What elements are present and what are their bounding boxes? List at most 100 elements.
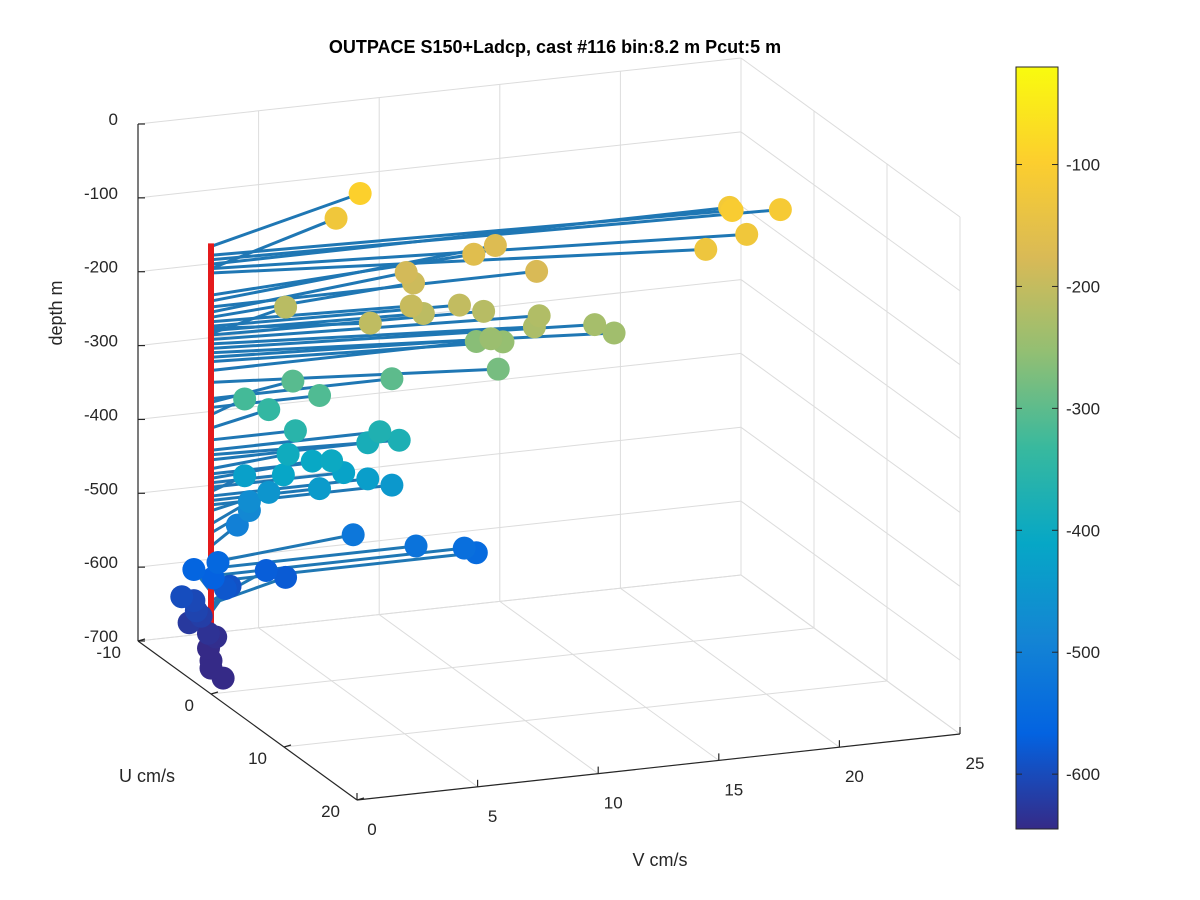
velocity-marker: [257, 480, 281, 504]
velocity-marker: [472, 299, 496, 323]
colorbar-gradient: [1015, 66, 1059, 830]
velocity-marker: [281, 369, 305, 393]
velocity-stick: [210, 546, 465, 578]
velocity-marker: [720, 198, 744, 222]
velocity-stick: [210, 459, 313, 480]
colorbar: -100 -200 -300 -400 -500 -600: [1015, 66, 1100, 830]
velocity-marker: [257, 398, 281, 422]
x-tick-mark: [283, 744, 292, 748]
y-axis-label: V cm/s: [632, 850, 687, 870]
velocity-marker: [341, 523, 365, 547]
velocity-marker: [276, 442, 300, 466]
velocity-marker: [182, 558, 206, 582]
velocity-stick: [210, 339, 477, 372]
velocity-marker: [320, 449, 344, 473]
z-tick-label: -700: [84, 627, 118, 646]
y-tick-label: 0: [367, 820, 376, 839]
velocity-marker: [254, 559, 278, 582]
velocity-stick: [210, 533, 354, 565]
grid-line: [137, 57, 742, 125]
z-tick-label: -100: [84, 184, 118, 203]
velocity-marker: [233, 464, 257, 488]
colorbar-tick-label: -500: [1066, 643, 1100, 662]
velocity-marker: [348, 182, 372, 206]
velocity-marker: [308, 384, 332, 408]
velocity-marker: [324, 206, 348, 230]
colorbar-tick-label: -300: [1066, 399, 1100, 418]
x-axis-label: U cm/s: [119, 766, 175, 786]
grid-line: [137, 279, 742, 347]
velocity-marker: [394, 260, 418, 284]
velocity-marker: [694, 237, 718, 261]
velocity-marker: [479, 327, 503, 351]
chart-title: OUTPACE S150+Ladcp, cast #116 bin:8.2 m …: [329, 37, 781, 57]
x-tick-mark: [356, 797, 365, 801]
grid-line: [740, 574, 961, 735]
velocity-marker: [237, 490, 261, 514]
x-tick-label: 20: [321, 802, 340, 821]
z-tick-label: -600: [84, 553, 118, 572]
velocity-marker: [602, 321, 626, 345]
y-tick-label: 20: [845, 767, 864, 786]
grid-line: [283, 680, 888, 748]
velocity-marker: [380, 473, 404, 497]
velocity-marker: [448, 293, 471, 317]
velocity-stick: [210, 271, 407, 314]
velocity-marker: [525, 259, 549, 283]
z-tick-label: -300: [84, 332, 118, 351]
velocity-marker: [735, 222, 759, 246]
velocity-marker: [404, 534, 428, 558]
velocity-stick: [210, 247, 706, 275]
y-tick-label: 25: [966, 754, 985, 773]
velocity-marker: [170, 585, 194, 609]
grid-line: [740, 426, 961, 587]
velocity-stick: [210, 321, 371, 330]
grid-line: [210, 627, 815, 695]
velocity-stick: [210, 367, 499, 384]
x-axis-line: [137, 640, 358, 801]
x-tick-label: -10: [96, 643, 121, 662]
x-tick-label: 0: [185, 696, 194, 715]
colorbar-tick-label: -200: [1066, 277, 1100, 296]
velocity-marker: [399, 294, 423, 318]
colorbar-tick-label: -600: [1066, 765, 1100, 784]
axis-layer: [137, 123, 961, 801]
velocity-stick: [210, 325, 535, 346]
velocity-marker: [380, 367, 404, 391]
velocity-marker: [356, 467, 380, 491]
velocity-stick: [210, 429, 296, 442]
velocity-stick: [210, 216, 337, 270]
z-axis-label: depth m: [46, 280, 66, 345]
velocity-marker: [300, 449, 324, 473]
velocity-marker: [358, 311, 382, 335]
velocity-marker: [274, 565, 298, 589]
grid-line: [378, 614, 599, 775]
velocity-marker: [486, 357, 510, 381]
velocity-marker: [308, 477, 332, 501]
tick-labels: 0-100-200-300-400-500-600-700-1001020051…: [84, 110, 984, 839]
velocity-sticks: [180, 192, 781, 680]
grid-line: [740, 500, 961, 661]
velocity-marker: [452, 536, 476, 560]
velocity-marker: [206, 550, 230, 574]
colorbar-tick-label: -100: [1066, 156, 1100, 175]
grid-line: [740, 279, 961, 439]
grid-line: [137, 352, 742, 420]
z-tick-label: -200: [84, 258, 118, 277]
velocity-stick: [210, 281, 414, 319]
z-tick-label: 0: [109, 110, 118, 129]
grid-line: [258, 627, 478, 788]
y-axis-line: [356, 733, 961, 801]
grid-line: [499, 600, 720, 761]
velocity-markers: [170, 182, 792, 690]
x-tick-mark: [137, 638, 146, 642]
velocity-stick: [210, 205, 730, 266]
velocity-marker: [368, 420, 392, 444]
grid-line: [740, 57, 961, 218]
velocity-marker: [462, 242, 486, 266]
velocity-marker: [583, 313, 607, 337]
velocity-stick: [210, 192, 361, 248]
grid-line: [740, 353, 961, 513]
velocity-marker: [233, 387, 257, 411]
y-tick-label: 10: [604, 794, 623, 813]
